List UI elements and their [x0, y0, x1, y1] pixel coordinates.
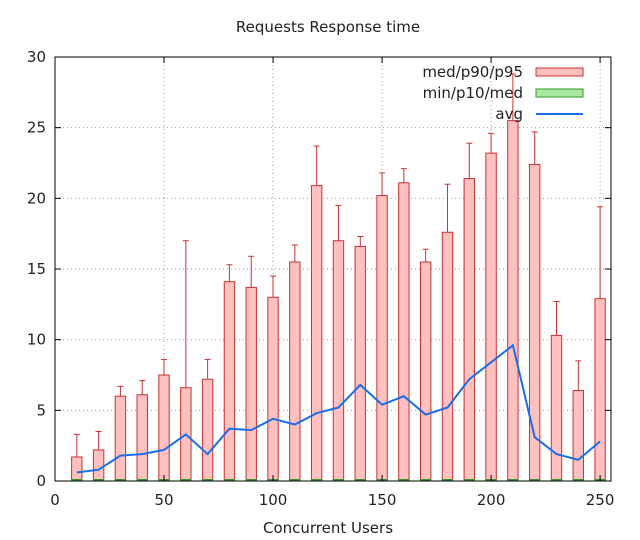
legend-swatch-med-p90-p95 — [535, 67, 584, 77]
bar — [223, 281, 236, 481]
legend-swatch-min-p10-med — [535, 88, 584, 98]
avg-line — [76, 343, 601, 474]
bar — [92, 449, 105, 481]
y-tick-label: 0 — [36, 472, 46, 490]
bar — [136, 394, 148, 481]
low-range-bar — [572, 479, 584, 482]
bar-series — [71, 120, 606, 481]
bar — [419, 261, 432, 481]
low-range-bar — [245, 479, 257, 482]
x-tick-label: 100 — [259, 491, 288, 509]
bar — [267, 296, 279, 481]
low-range-bar — [507, 479, 519, 482]
y-tick-label: 5 — [36, 401, 46, 419]
low-range-bar — [71, 479, 83, 482]
bar — [289, 261, 301, 481]
low-range-bar — [201, 479, 214, 482]
bar — [376, 195, 388, 481]
low-range-bar — [528, 479, 541, 482]
bar — [485, 152, 497, 481]
legend-label: min/p10/med — [423, 84, 523, 102]
chart-title: Requests Response time — [236, 18, 420, 36]
legend-label: med/p90/p95 — [422, 63, 523, 81]
bar — [441, 231, 454, 481]
bar — [310, 185, 323, 481]
y-tick-label: 30 — [27, 48, 46, 66]
bar — [463, 178, 475, 481]
x-tick-label: 50 — [154, 491, 173, 509]
low-range-bar — [180, 479, 192, 482]
low-range-bar — [223, 479, 236, 482]
low-range-bar — [114, 479, 127, 482]
bar — [528, 163, 541, 481]
bar — [572, 390, 584, 481]
bar — [245, 286, 257, 481]
low-range-bar — [398, 479, 410, 482]
x-axis-label: Concurrent Users — [263, 519, 393, 537]
y-tick-label: 10 — [27, 331, 46, 349]
bar — [332, 240, 345, 481]
y-tick-label: 25 — [27, 119, 46, 137]
low-range-series — [71, 479, 606, 482]
bar — [354, 245, 366, 481]
low-range-bar — [289, 479, 301, 482]
y-tick-label: 15 — [27, 260, 46, 278]
low-range-bar — [463, 479, 475, 482]
bar — [71, 456, 83, 481]
whisker-series — [73, 73, 604, 457]
axis-ticks: 0 5 10 15 20 25 30 0 50 100 150 200 250 — [27, 48, 615, 509]
bar — [201, 378, 214, 481]
x-tick-label: 250 — [586, 491, 615, 509]
low-range-bar — [550, 479, 563, 482]
low-range-bar — [441, 479, 454, 482]
bar — [507, 120, 519, 481]
bar — [594, 298, 606, 481]
x-tick-label: 150 — [368, 491, 397, 509]
low-range-bar — [419, 479, 432, 482]
bar — [158, 374, 170, 481]
low-range-bar — [332, 479, 345, 482]
low-range-bar — [92, 479, 105, 482]
low-range-bar — [136, 479, 148, 482]
bar — [398, 182, 410, 481]
bar — [550, 334, 563, 481]
x-tick-label: 0 — [50, 491, 60, 509]
low-range-bar — [310, 479, 323, 482]
bar — [114, 395, 127, 481]
avg-line-series — [76, 343, 601, 474]
low-range-bar — [354, 479, 366, 482]
y-tick-label: 20 — [27, 189, 46, 207]
legend-label: avg — [495, 105, 523, 123]
legend: med/p90/p95 min/p10/med avg — [422, 63, 584, 123]
x-tick-label: 200 — [477, 491, 506, 509]
